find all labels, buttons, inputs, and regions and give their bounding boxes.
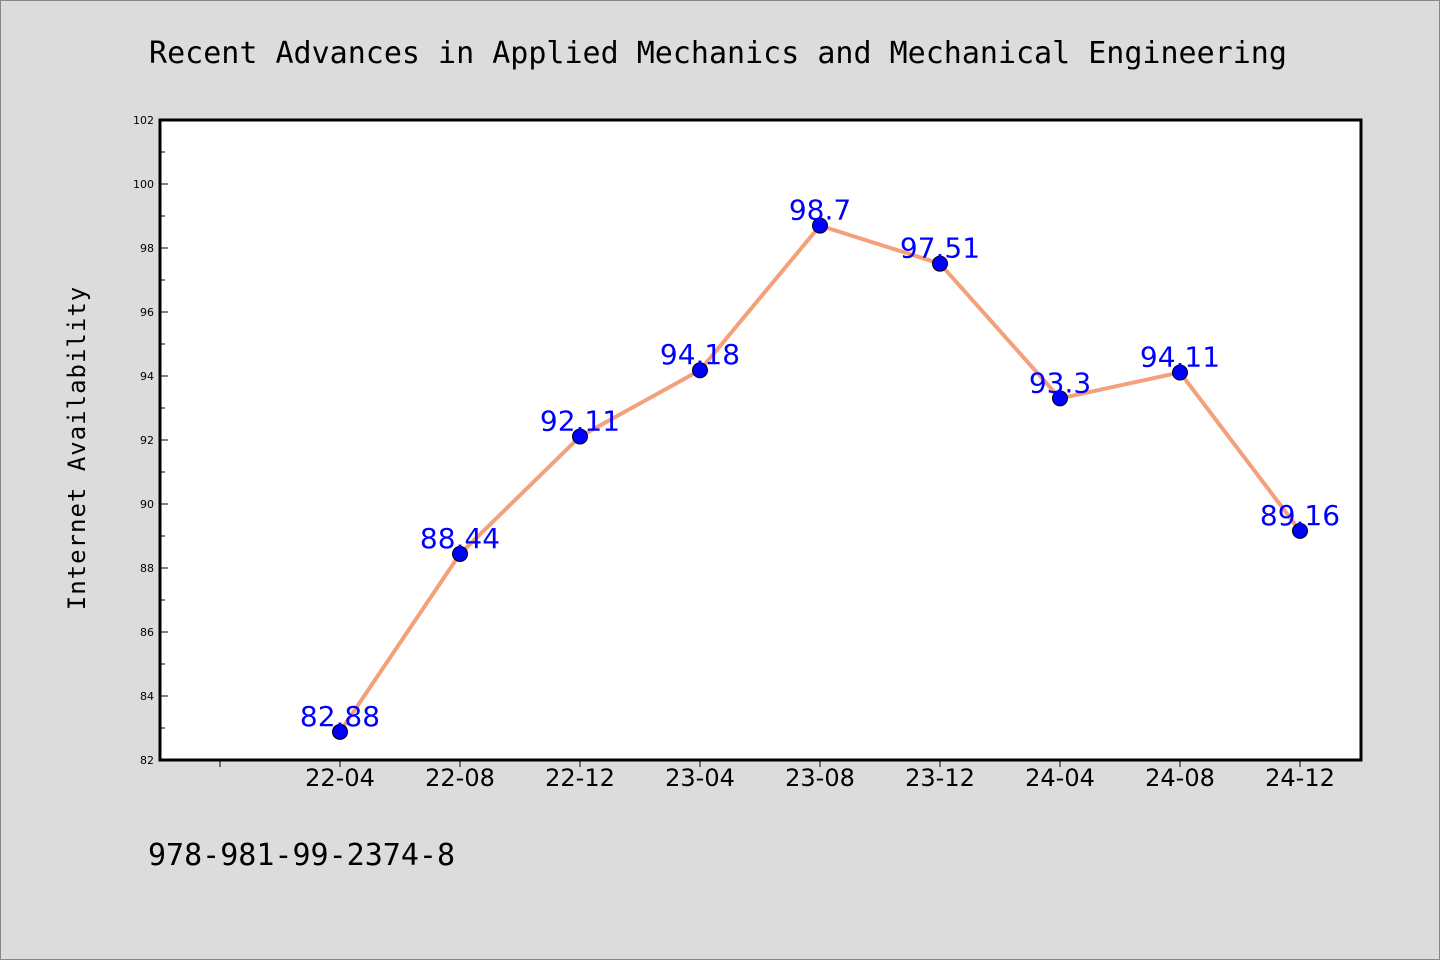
x-tick-label: 23-12 <box>905 764 975 792</box>
y-axis-label: Internet Availability <box>63 286 91 610</box>
y-tick-label: 88 <box>140 562 154 575</box>
data-point-marker <box>1172 364 1188 381</box>
x-tick-label: 22-12 <box>545 764 615 792</box>
data-label: 82.88 <box>300 700 380 733</box>
x-tick-label: 22-08 <box>425 764 495 792</box>
x-tick-label: 24-04 <box>1025 764 1095 792</box>
y-tick-label: 102 <box>133 114 154 127</box>
x-tick-label: 23-04 <box>665 764 735 792</box>
plot-area <box>158 118 1363 762</box>
y-tick-label: 86 <box>140 626 154 639</box>
data-point-marker <box>1052 390 1068 407</box>
y-tick-label: 100 <box>133 178 154 191</box>
y-tick-label: 96 <box>140 306 154 319</box>
data-label: 94.18 <box>660 338 740 371</box>
y-tick-label: 98 <box>140 242 154 255</box>
data-label: 94.11 <box>1140 340 1220 373</box>
data-point-marker <box>332 723 348 740</box>
chart-title: Recent Advances in Applied Mechanics and… <box>149 36 1287 71</box>
data-point-marker <box>1292 522 1308 539</box>
y-tick-label: 92 <box>140 434 154 447</box>
y-tick-label: 90 <box>140 498 154 511</box>
data-label: 92.11 <box>540 404 620 437</box>
footer-isbn-text: 978-981-99-2374-8 <box>148 838 455 873</box>
x-axis: 22-04 22-08 22-12 23-04 23-08 23-12 24-04 24-08… <box>219 760 1335 792</box>
data-point-marker <box>572 428 588 445</box>
x-tick-label: 24-12 <box>1265 764 1335 792</box>
x-tick-label: 24-08 <box>1145 764 1215 792</box>
x-tick-label: 23-08 <box>785 764 855 792</box>
data-label: 97.51 <box>900 232 980 265</box>
y-tick-label: 82 <box>140 754 154 767</box>
y-axis: 82 84 86 88 90 92 94 96 98 100 102 <box>133 114 168 767</box>
data-label: 93.3 <box>1029 366 1091 399</box>
data-point-marker <box>452 545 468 562</box>
x-tick-label: 22-04 <box>305 764 375 792</box>
data-label: 89.16 <box>1260 499 1340 532</box>
data-point-marker <box>812 217 828 234</box>
y-tick-label: 94 <box>140 370 154 383</box>
data-label: 98.7 <box>789 194 851 227</box>
series-line-group: 82.88 88.44 92.11 94.18 98.7 97.51 93.3 94.11 89… <box>300 194 1340 740</box>
data-label: 88.44 <box>420 522 500 555</box>
data-point-marker <box>692 362 708 379</box>
y-tick-label: 84 <box>140 690 154 703</box>
data-point-marker <box>932 255 948 272</box>
